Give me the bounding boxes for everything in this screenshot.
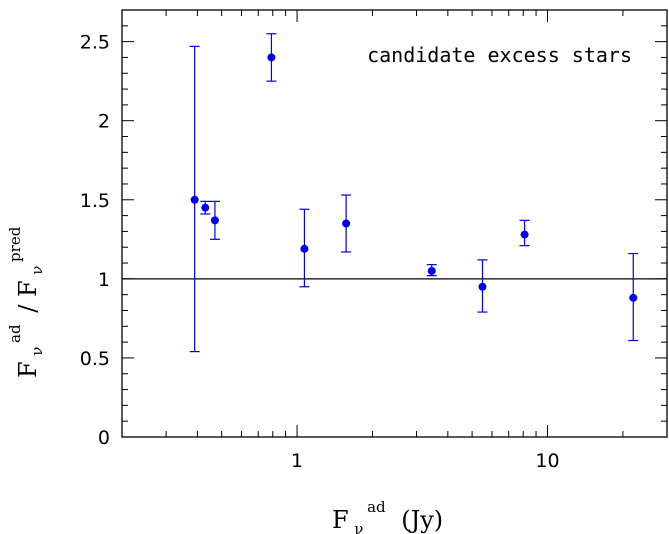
data-point bbox=[201, 203, 210, 212]
annotation-text: candidate excess stars bbox=[367, 43, 632, 67]
x-axis-title: F ν ad (Jy) bbox=[332, 490, 443, 534]
y-tick-label: 2 bbox=[98, 111, 110, 133]
data-point bbox=[427, 266, 436, 275]
y-tick-label: 0 bbox=[98, 427, 110, 449]
data-point bbox=[342, 219, 351, 228]
y-tick-labels: 0 0.5 1 1.5 2 2.5 bbox=[80, 32, 110, 449]
data-point bbox=[629, 293, 638, 302]
minor-ticks bbox=[121, 9, 668, 438]
data-point bbox=[520, 230, 529, 239]
error-bars bbox=[189, 33, 639, 353]
data-point bbox=[190, 195, 199, 204]
x-tick-labels: 1 10 bbox=[291, 450, 560, 472]
plot-border bbox=[121, 9, 668, 438]
x-tick-label: 1 bbox=[291, 450, 303, 472]
y-tick-label: 1 bbox=[98, 269, 110, 291]
data-point bbox=[267, 53, 276, 62]
data-point bbox=[210, 216, 219, 225]
data-point bbox=[478, 282, 487, 291]
data-points bbox=[190, 53, 638, 302]
y-tick-label: 1.5 bbox=[80, 190, 110, 212]
plot-frame bbox=[121, 9, 668, 438]
y-tick-label: 2.5 bbox=[80, 32, 110, 54]
data-point bbox=[300, 244, 309, 253]
y-tick-label: 0.5 bbox=[80, 348, 110, 370]
y-axis-title: F ν ad / F ν pred bbox=[0, 226, 48, 378]
x-tick-label: 10 bbox=[535, 450, 559, 472]
